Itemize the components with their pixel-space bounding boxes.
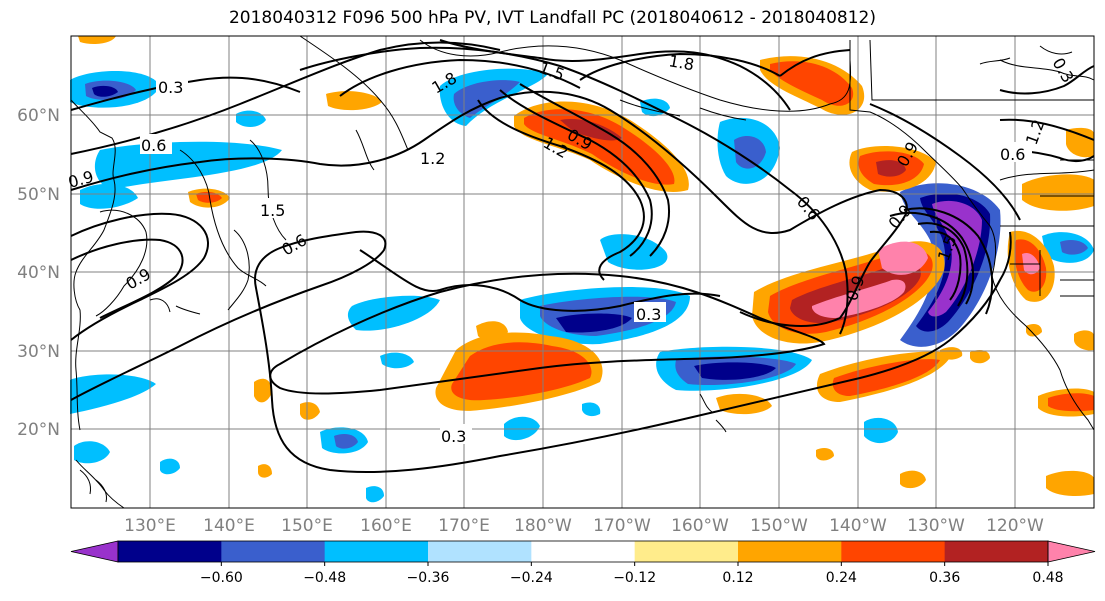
pv-contours bbox=[70, 39, 1095, 474]
longitude-labels: 130°E 140°E 150°E 160°E 170°E 180°W 170°… bbox=[124, 516, 1044, 536]
colorbar-bin bbox=[531, 541, 636, 562]
map-frame bbox=[70, 35, 1095, 509]
colorbar-bin bbox=[324, 541, 429, 562]
colorbar-bin bbox=[221, 541, 326, 562]
contour-label: 0.6 bbox=[1000, 145, 1025, 164]
lon-label: 160°E bbox=[360, 516, 412, 536]
contour-label: 0.3 bbox=[636, 305, 661, 324]
lon-label: 150°W bbox=[750, 516, 808, 536]
coastlines bbox=[70, 35, 1095, 509]
colorbar-tick-label: 0.12 bbox=[722, 570, 753, 586]
lon-label: 140°W bbox=[829, 516, 887, 536]
lon-label: 160°W bbox=[671, 516, 729, 536]
colorbar-tick-label: 0.48 bbox=[1032, 570, 1063, 586]
colorbar: −0.60 −0.48 −0.36 −0.24 −0.12 0.12 0.24 0.36 0.4… bbox=[70, 540, 1096, 586]
lon-label: 170°E bbox=[438, 516, 490, 536]
colorbar-bin bbox=[428, 541, 532, 562]
contour-label: 1.2 bbox=[420, 149, 445, 168]
contour-label: 0.6 bbox=[141, 136, 166, 155]
colorbar-bin bbox=[634, 541, 739, 562]
colorbar-tick-label: −0.36 bbox=[407, 570, 450, 586]
lat-label: 40°N bbox=[17, 263, 60, 283]
lat-label: 60°N bbox=[17, 106, 60, 126]
colorbar-tick-label: −0.60 bbox=[200, 570, 243, 586]
colorbar-tick-label: −0.12 bbox=[613, 570, 656, 586]
colorbar-extension-max bbox=[1047, 540, 1096, 563]
colorbar-bin bbox=[841, 541, 946, 562]
lon-label: 120°W bbox=[986, 516, 1044, 536]
colorbar-tick-label: −0.24 bbox=[510, 570, 553, 586]
colorbar-extension-min bbox=[70, 540, 119, 563]
contour-label: 0.3 bbox=[158, 78, 183, 97]
lon-label: 150°E bbox=[281, 516, 333, 536]
colorbar-tick-label: 0.24 bbox=[826, 570, 857, 586]
graticule bbox=[71, 36, 1094, 508]
colorbar-bin bbox=[118, 541, 222, 562]
map-title: 2018040312 F096 500 hPa PV, IVT Landfall… bbox=[228, 8, 876, 28]
colorbar-tick-label: 0.36 bbox=[929, 570, 960, 586]
lat-label: 20°N bbox=[17, 420, 60, 440]
lon-label: 130°W bbox=[907, 516, 965, 536]
colorbar-tick-label: −0.48 bbox=[303, 570, 346, 586]
lon-label: 170°W bbox=[593, 516, 651, 536]
colorbar-bin bbox=[738, 541, 842, 562]
lon-label: 130°E bbox=[124, 516, 176, 536]
contour-label: 1.5 bbox=[260, 201, 285, 220]
contour-label: 0.3 bbox=[441, 427, 466, 446]
lat-label: 50°N bbox=[17, 185, 60, 205]
colorbar-bin bbox=[944, 541, 1049, 562]
colorbar-frame bbox=[117, 540, 1049, 563]
latitude-labels: 60°N 50°N 40°N 30°N 20°N bbox=[17, 106, 60, 440]
lon-label: 140°E bbox=[203, 516, 255, 536]
contour-label: 1.8 bbox=[667, 51, 695, 74]
lon-label: 180°W bbox=[514, 516, 572, 536]
lat-label: 30°N bbox=[17, 342, 60, 362]
